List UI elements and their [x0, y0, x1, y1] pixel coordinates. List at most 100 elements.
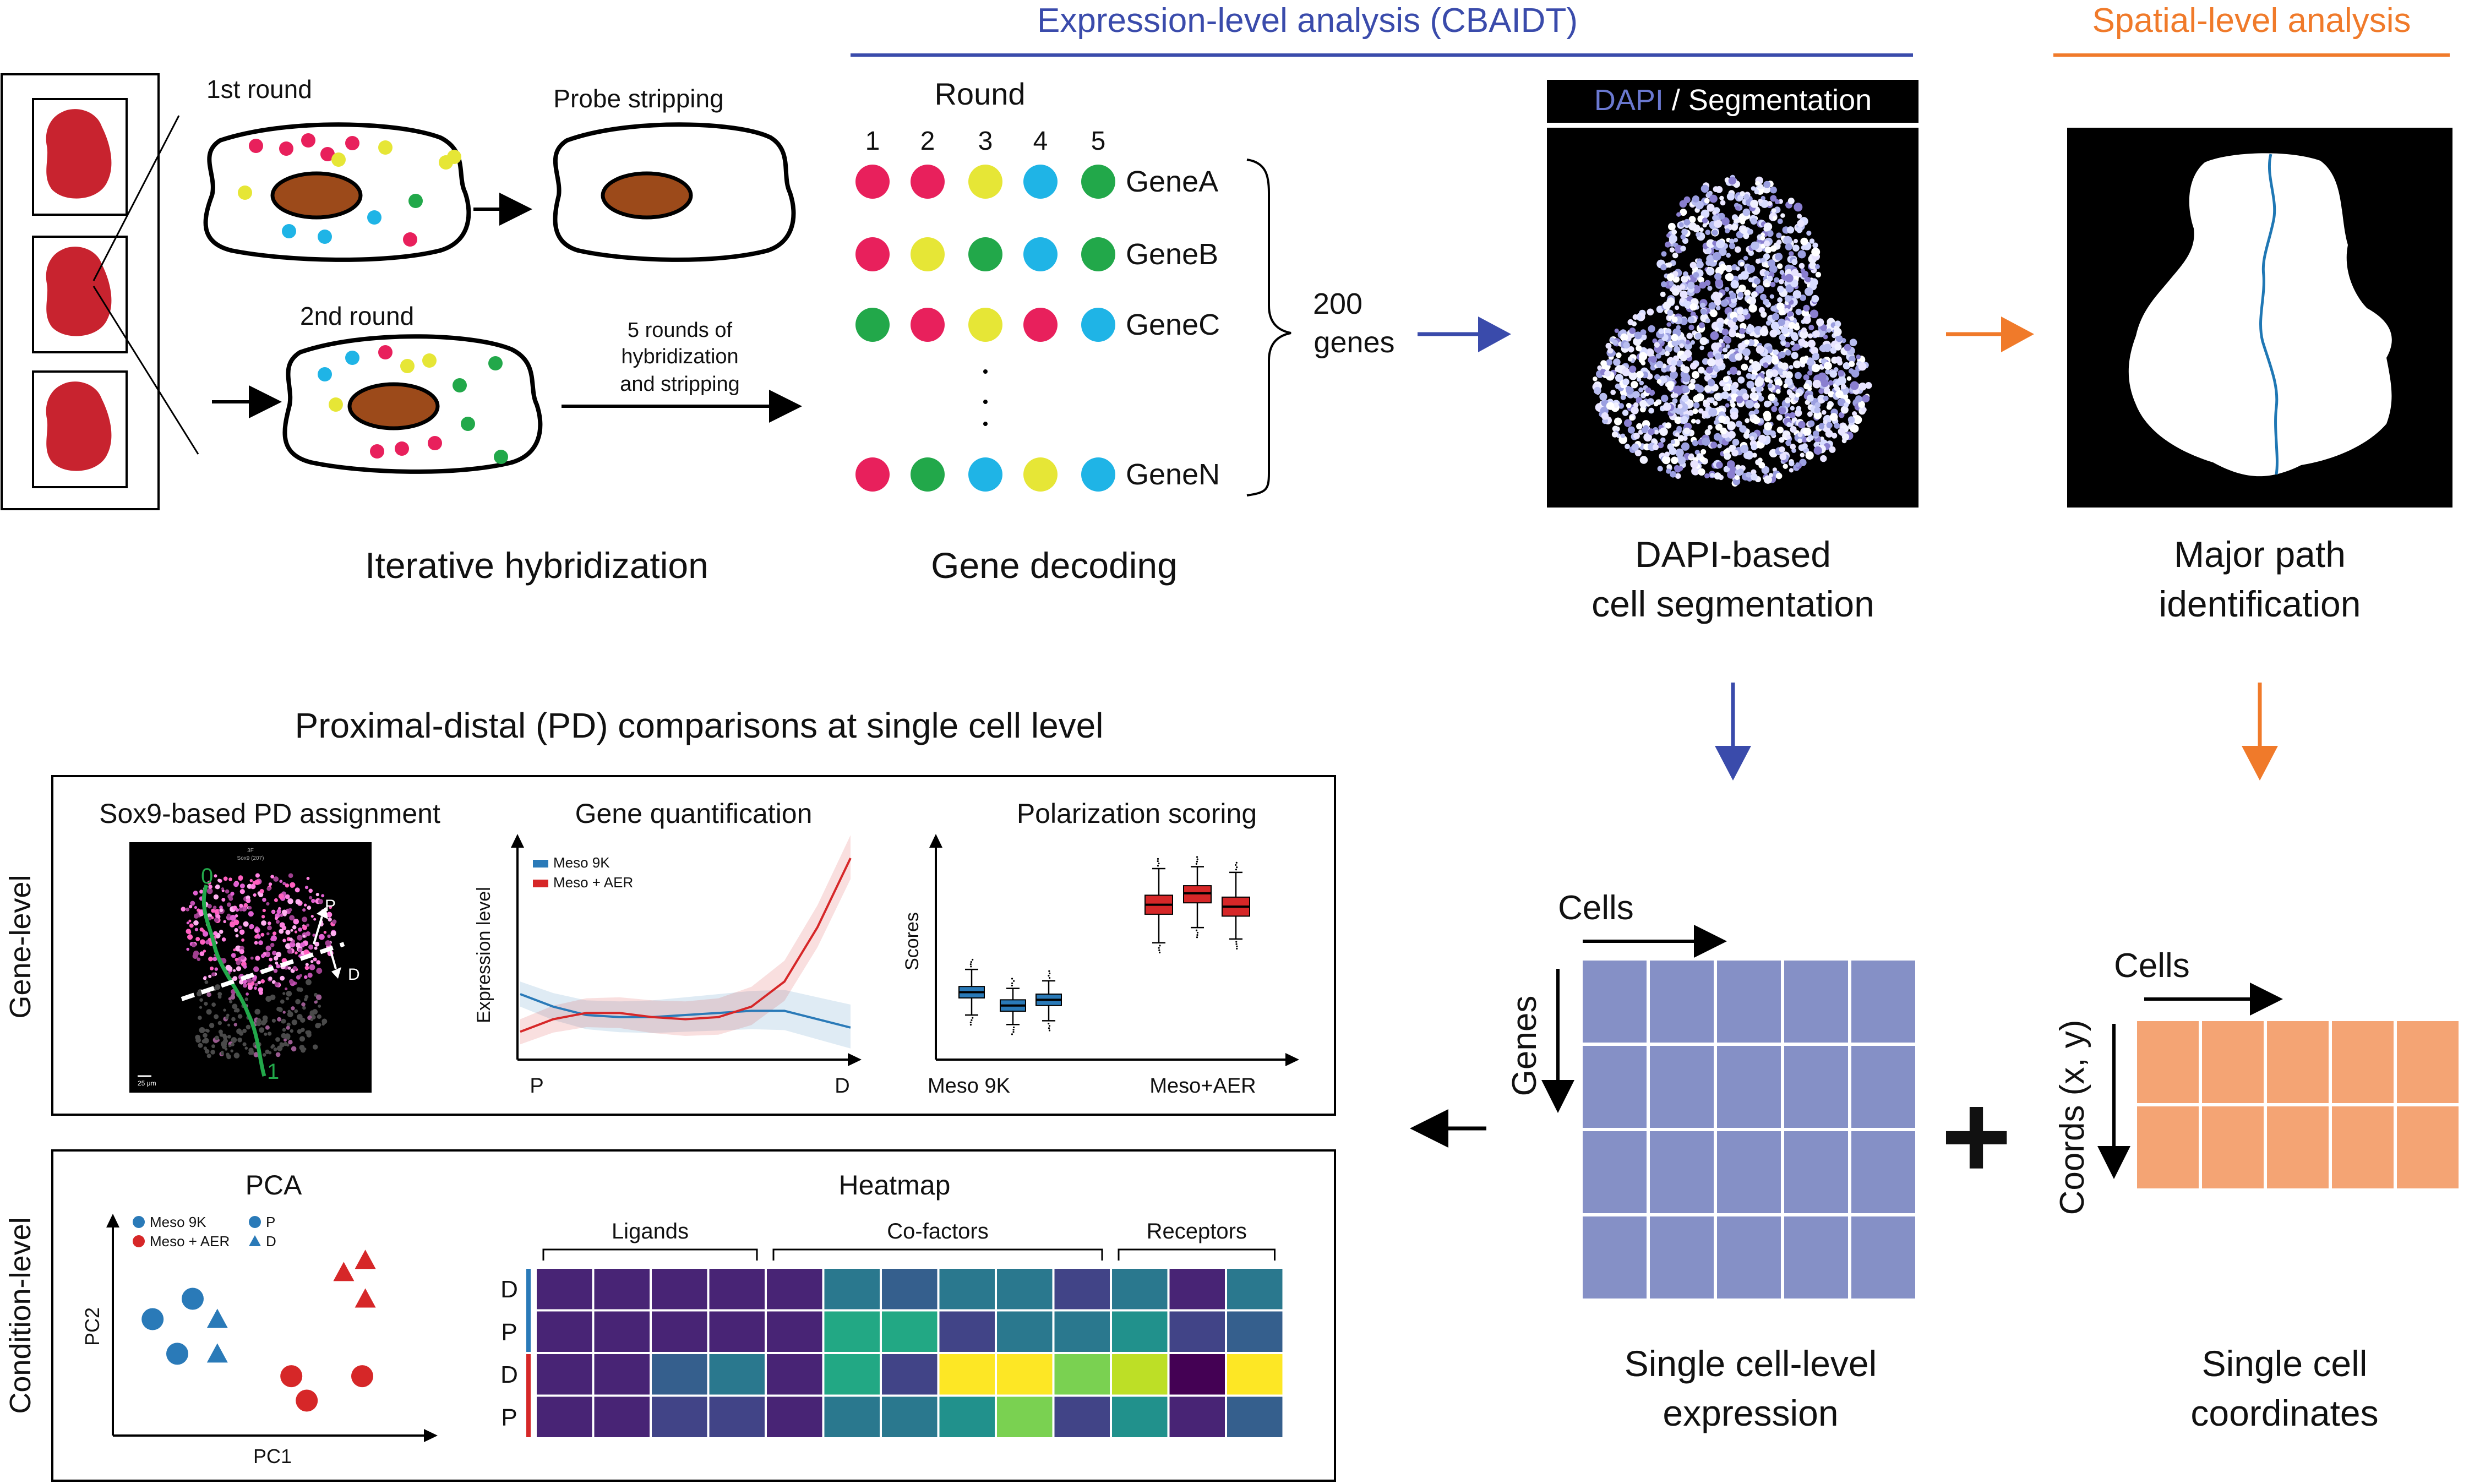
nucleus-dot [1679, 343, 1685, 348]
sox9-cell-dot [262, 1053, 266, 1057]
nucleus-dot [1625, 385, 1631, 391]
nucleus-dot [1692, 195, 1699, 203]
nucleus-dot [1675, 407, 1683, 414]
segmentation-caption-line2: cell segmentation [1592, 583, 1874, 624]
nucleus-dot [1705, 308, 1711, 313]
nucleus-dot [1648, 428, 1655, 435]
sox9-cell-dot [243, 921, 249, 927]
box-outlier [1195, 929, 1198, 931]
nucleus-dot [1734, 246, 1741, 253]
sox9-cell-dot [199, 1027, 205, 1033]
sox9-cell-dot [325, 940, 331, 946]
tissue-section-2 [32, 236, 128, 353]
nucleus-dot [1767, 201, 1773, 206]
sox9-cell-dot [302, 1006, 306, 1010]
probe-dot [428, 436, 442, 450]
nucleus-dot [1681, 275, 1688, 283]
nucleus-dot [1669, 234, 1677, 243]
nucleus-dot [1759, 328, 1769, 336]
sox9-cell-dot [228, 896, 233, 901]
box-outlier [1235, 864, 1237, 866]
nucleus-dot [1764, 422, 1773, 430]
heatmap-row-label: P [501, 1319, 517, 1346]
nucleus-dot [1798, 339, 1806, 346]
box-outlier [1236, 947, 1238, 950]
nucleus-dot [1705, 366, 1713, 374]
heatmap-row-label: P [501, 1404, 517, 1431]
nucleus-dot [1772, 216, 1777, 221]
sox9-cell-dot [275, 1052, 281, 1057]
nucleus-dot [1843, 362, 1850, 370]
zoom-line-bottom [92, 286, 199, 455]
nucleus-dot [1743, 255, 1748, 261]
nucleus-dot [1727, 421, 1736, 430]
probe-dot [422, 353, 437, 368]
probe-dots-round2 [318, 345, 508, 464]
nucleus-dot [1827, 328, 1832, 333]
heatmap-cell [594, 1311, 650, 1352]
nucleus-dot [1674, 416, 1682, 424]
sox9-cell-dot [186, 921, 189, 925]
probe-dot [403, 232, 417, 247]
nucleus-dot [1786, 422, 1792, 428]
sox9-cell-dot [194, 927, 198, 931]
box-outlier [1157, 860, 1159, 863]
sox9-cell-dot [291, 1046, 297, 1052]
nucleus-dot [1785, 440, 1791, 446]
nucleus-dot [1610, 389, 1616, 395]
coords-matrix-grid [2137, 1021, 2459, 1188]
nucleus-dot [1690, 340, 1695, 345]
sox9-cell-dot [226, 1054, 231, 1060]
nucleus-dot [1767, 383, 1773, 389]
sox9-cell-dot [204, 1001, 208, 1006]
sox9-cell-dot [259, 889, 264, 894]
nucleus-dot [1696, 419, 1700, 424]
sox9-cell-dot [279, 922, 285, 928]
heatmap-cell [709, 1311, 765, 1352]
nucleus-dot [1750, 217, 1758, 225]
nucleus-dot [1707, 351, 1714, 358]
nucleus-dot [1747, 325, 1755, 333]
nucleus-dot [1675, 432, 1680, 437]
sox9-cell-dot [265, 1049, 270, 1054]
nucleus-dot [1612, 340, 1618, 346]
sox9-cell-dot [239, 1031, 244, 1036]
sox9-cell-dot [233, 1052, 240, 1059]
nucleus-dot [1639, 352, 1648, 361]
nucleus-dot [1742, 309, 1748, 315]
sox9-cell-dot [291, 1006, 295, 1011]
nucleus-dot [1748, 304, 1757, 313]
nucleus-dot [1838, 370, 1845, 377]
nucleus-dot [1613, 402, 1619, 408]
heatmap-row-label: D [500, 1361, 518, 1388]
barcode-dot [1081, 165, 1115, 199]
nucleus-dot [1758, 184, 1764, 190]
nucleus-dot [1738, 342, 1746, 350]
box-outlier [1196, 858, 1198, 860]
nucleus-dot [1691, 418, 1696, 424]
nucleus-dot [1666, 273, 1675, 281]
nucleus-dot [1704, 385, 1712, 393]
nucleus-dot [1641, 427, 1648, 434]
nucleus-dot [1823, 334, 1828, 340]
sox9-cell-dot [290, 882, 296, 888]
nucleus-dot [1631, 381, 1638, 389]
nucleus-dot [1778, 362, 1784, 369]
expression-cell [1851, 1216, 1915, 1298]
nucleus-dot [1600, 360, 1607, 367]
sox9-cell-dot [287, 948, 292, 954]
sox9-cell-dot [190, 901, 195, 906]
coords-cell [2202, 1021, 2264, 1103]
nucleus-dot [1714, 327, 1719, 332]
nucleus-dot [1775, 253, 1783, 261]
sox9-cell-dot [306, 876, 310, 880]
nucleus-dot [1783, 236, 1792, 245]
nucleus-dot [1767, 275, 1773, 282]
probe-dots-round1 [238, 133, 461, 247]
nucleus-dot [1729, 238, 1735, 244]
nucleus-dot [1687, 316, 1695, 324]
nucleus-dot [1798, 421, 1806, 429]
nucleus-dot [1648, 325, 1655, 332]
round-number: 5 [1091, 127, 1106, 156]
barcode-dot [855, 165, 890, 199]
